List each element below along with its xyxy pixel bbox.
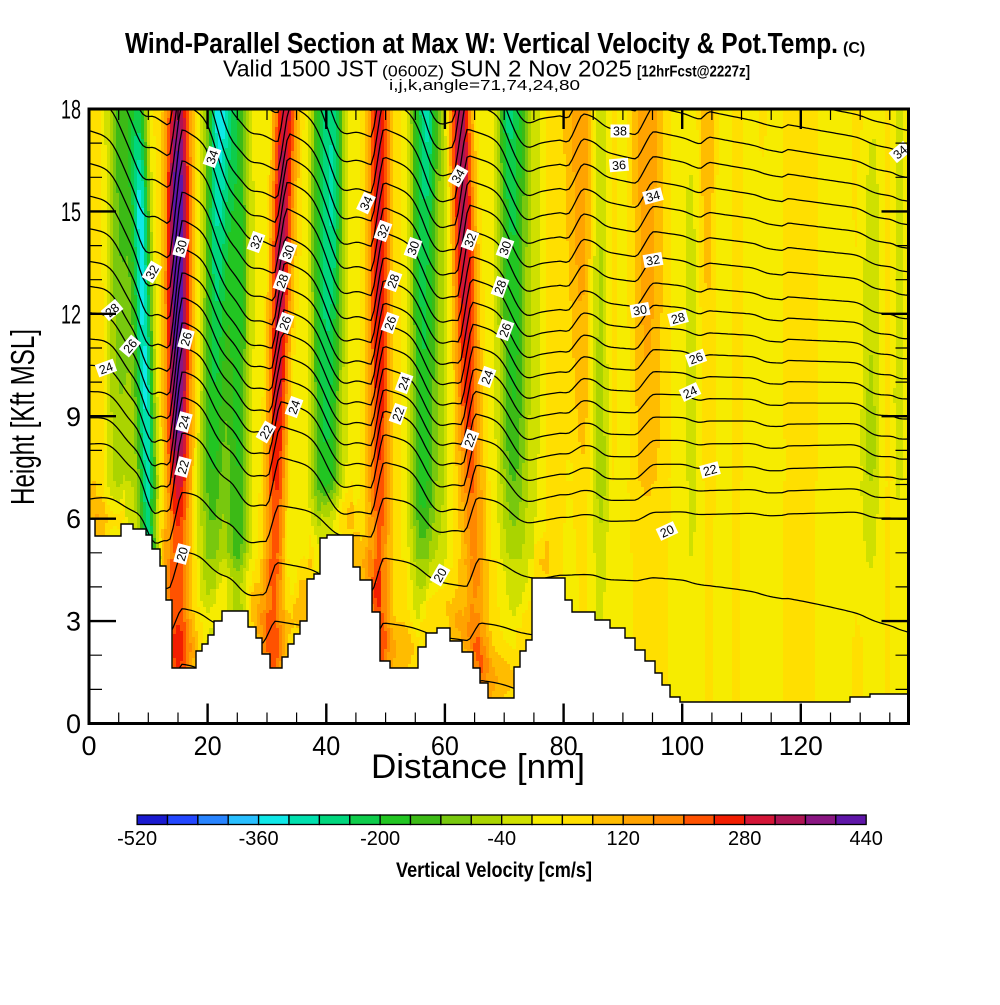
svg-text:6: 6 [66,504,81,534]
svg-text:Vertical Velocity [cm/s]: Vertical Velocity [cm/s] [396,859,592,882]
svg-text:34: 34 [645,188,662,205]
svg-text:Wind-Parallel Section at Max W: Wind-Parallel Section at Max W: Vertical… [125,28,838,60]
svg-text:120: 120 [779,731,823,761]
svg-text:34: 34 [449,167,468,186]
svg-text:28: 28 [492,278,510,296]
svg-text:30: 30 [497,239,515,257]
svg-text:26: 26 [277,314,295,332]
svg-text:Height [Kft MSL]: Height [Kft MSL] [4,329,41,505]
svg-text:22: 22 [390,405,408,423]
svg-text:12: 12 [61,299,81,329]
svg-text:26: 26 [382,314,400,332]
svg-text:30: 30 [173,239,190,256]
svg-text:28: 28 [385,272,403,290]
svg-text:22: 22 [257,423,276,442]
svg-text:[12hrFcst@2227z]: [12hrFcst@2227z] [637,64,750,81]
svg-text:32: 32 [462,231,480,249]
svg-text:60: 60 [431,731,459,761]
svg-text:20: 20 [174,546,191,563]
svg-text:30: 30 [632,302,648,318]
svg-text:30: 30 [405,239,423,257]
svg-text:24: 24 [479,368,497,386]
svg-text:20: 20 [658,522,677,541]
svg-text:Valid 1500 JST: Valid 1500 JST [223,56,378,82]
svg-text:80: 80 [550,731,578,761]
svg-text:22: 22 [175,459,192,476]
svg-text:32: 32 [143,263,162,282]
svg-text:22: 22 [462,431,480,449]
svg-text:24: 24 [176,414,193,431]
svg-text:32: 32 [645,252,661,268]
svg-text:26: 26 [497,321,515,339]
svg-text:9: 9 [66,402,81,432]
svg-text:32: 32 [248,233,266,251]
svg-text:26: 26 [687,349,705,367]
svg-text:28: 28 [670,310,687,327]
svg-text:28: 28 [274,272,292,290]
svg-text:20: 20 [431,566,450,585]
svg-text:i,j,k,angle=71,74,24,80: i,j,k,angle=71,74,24,80 [389,77,580,94]
svg-text:280: 280 [728,828,761,850]
svg-text:440: 440 [850,828,883,850]
svg-text:18: 18 [61,95,81,125]
svg-text:(0600Z): (0600Z) [382,64,444,81]
svg-text:100: 100 [660,731,704,761]
svg-text:24: 24 [286,398,304,416]
svg-text:24: 24 [396,374,414,392]
svg-text:-360: -360 [239,828,279,850]
svg-text:0: 0 [66,709,81,739]
svg-text:-520: -520 [117,828,157,850]
svg-text:(C): (C) [843,40,865,57]
svg-text:40: 40 [312,731,340,761]
svg-text:24: 24 [681,383,700,402]
svg-text:22: 22 [702,462,719,479]
svg-text:26: 26 [178,331,195,348]
svg-text:38: 38 [613,125,627,139]
svg-text:20: 20 [194,731,222,761]
svg-text:34: 34 [204,148,222,166]
svg-text:36: 36 [612,158,627,173]
svg-text:15: 15 [61,197,81,227]
svg-text:24: 24 [97,359,115,377]
svg-text:-40: -40 [487,828,516,850]
svg-text:0: 0 [81,731,96,761]
svg-text:32: 32 [375,222,393,240]
svg-text:120: 120 [607,828,640,850]
svg-text:Distance [nm]: Distance [nm] [371,748,585,786]
svg-text:-200: -200 [360,828,400,850]
svg-text:SUN 2 Nov 2025: SUN 2 Nov 2025 [450,56,632,82]
svg-text:3: 3 [66,607,81,637]
svg-text:30: 30 [280,243,298,261]
svg-text:34: 34 [357,194,376,213]
